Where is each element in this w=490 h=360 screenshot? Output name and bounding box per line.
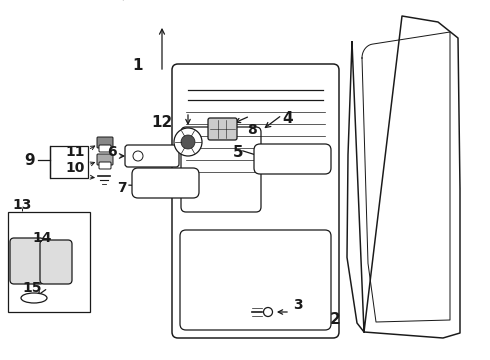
FancyBboxPatch shape [97,137,113,148]
FancyBboxPatch shape [132,168,199,198]
Polygon shape [347,16,460,338]
FancyBboxPatch shape [208,118,237,140]
Text: 3: 3 [293,298,303,312]
Text: 12: 12 [151,114,172,130]
FancyBboxPatch shape [10,238,44,284]
Text: 1: 1 [133,58,143,72]
Circle shape [133,151,143,161]
FancyBboxPatch shape [99,145,111,152]
Text: 8: 8 [247,123,257,137]
Text: 5: 5 [233,144,244,159]
Text: 7: 7 [117,181,127,195]
Circle shape [264,307,272,316]
Circle shape [174,128,202,156]
Text: 6: 6 [107,145,117,159]
Text: 13: 13 [12,198,32,212]
Circle shape [181,135,195,149]
FancyBboxPatch shape [172,64,339,338]
Text: 11: 11 [65,145,85,159]
Text: 2: 2 [330,312,341,328]
FancyBboxPatch shape [125,145,179,167]
Bar [50,146,88,178]
Text: 4: 4 [283,111,294,126]
FancyBboxPatch shape [97,154,113,165]
FancyBboxPatch shape [40,240,72,284]
Text: 15: 15 [22,281,42,295]
Bar [8,212,90,312]
FancyBboxPatch shape [180,230,331,330]
Text: 9: 9 [24,153,35,167]
Text: 10: 10 [65,161,85,175]
Text: 14: 14 [32,231,52,245]
FancyBboxPatch shape [99,162,111,169]
FancyBboxPatch shape [254,144,331,174]
FancyBboxPatch shape [181,127,261,212]
Ellipse shape [21,293,47,303]
